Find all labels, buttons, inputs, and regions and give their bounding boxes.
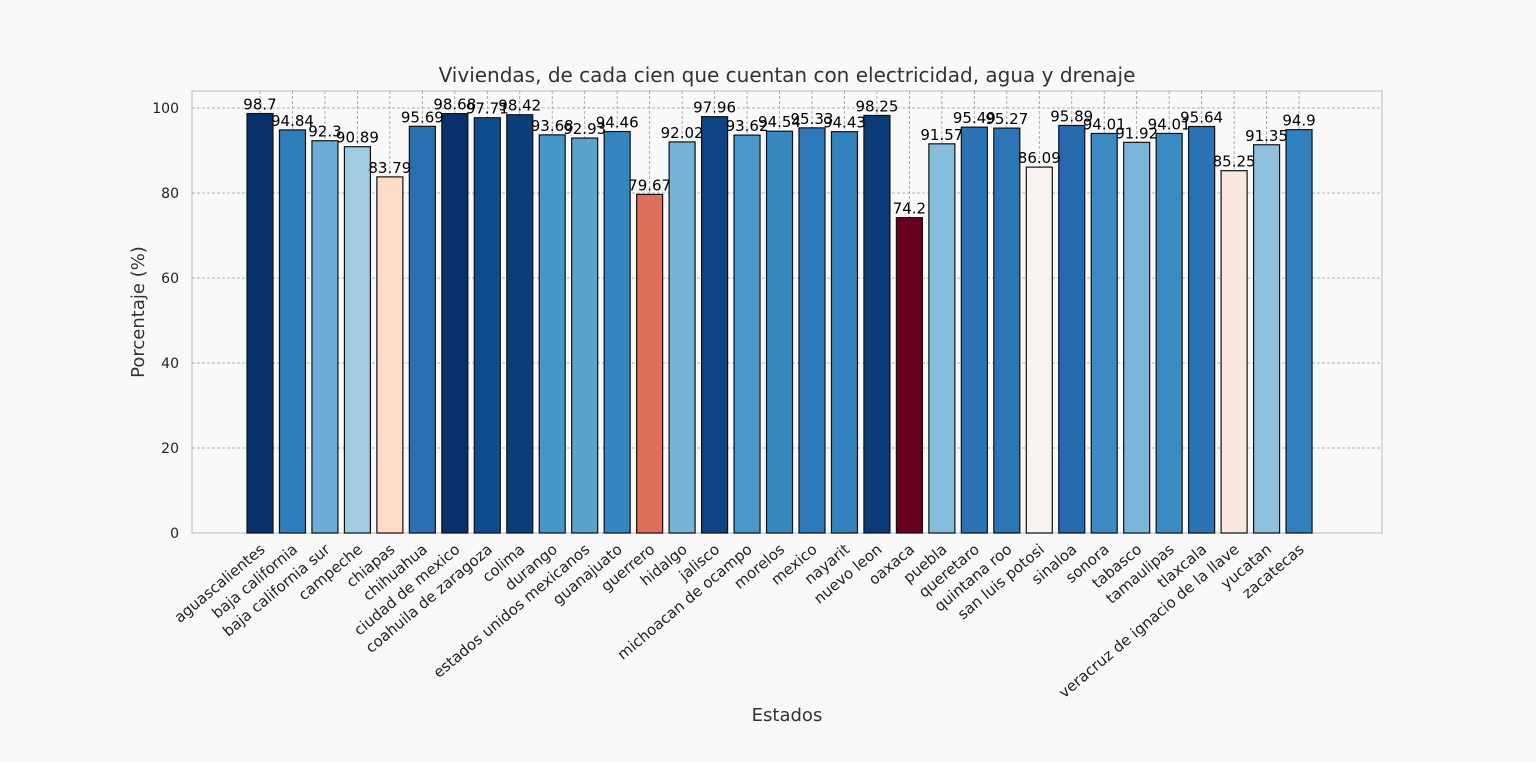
bar-chiapas <box>376 176 404 534</box>
value-label: 94.54 <box>758 113 801 131</box>
value-label: 74.2 <box>893 200 926 218</box>
bar-puebla <box>928 143 956 534</box>
value-label: 95.89 <box>1050 107 1093 125</box>
bar-durango <box>538 134 566 534</box>
bar-baja-california-sur <box>311 140 339 534</box>
y-axis-ticks: 0 20 40 60 80 100 <box>152 101 179 542</box>
value-label: 91.92 <box>1115 124 1158 142</box>
bar-tlaxcala <box>1188 125 1216 534</box>
bar-colima <box>506 114 534 534</box>
value-label: 94.84 <box>271 112 314 130</box>
y-tick-label: 40 <box>161 356 179 372</box>
value-label: 86.09 <box>1018 149 1061 167</box>
value-label: 83.79 <box>368 159 411 177</box>
value-label: 93.68 <box>531 117 574 135</box>
y-tick-label: 80 <box>161 186 179 202</box>
value-label: 97.96 <box>693 99 736 117</box>
bar-estados-unidos-mexicanos <box>571 137 599 534</box>
bar-nuevo-leon <box>863 114 891 534</box>
bar-nayarit <box>830 131 859 534</box>
value-label: 92.93 <box>563 120 606 138</box>
chart-title: Viviendas, de cada cien que cuentan con … <box>439 63 1136 87</box>
value-label: 95.27 <box>985 110 1028 128</box>
value-label: 95.64 <box>1180 109 1223 127</box>
bar-zacatecas <box>1285 129 1313 534</box>
bar-aguascalientes <box>246 112 274 534</box>
x-axis-label: Estados <box>752 705 823 726</box>
bar-guanajuato <box>603 130 631 534</box>
value-label: 94.43 <box>823 114 866 132</box>
bar-san-luis-potosi <box>1025 166 1053 534</box>
bar-coahuila-de-zaragoza <box>473 117 501 534</box>
bar-hidalgo <box>668 141 696 534</box>
bar-campeche <box>343 146 372 534</box>
bar-yucatan <box>1252 144 1281 534</box>
value-label: 79.67 <box>628 176 671 194</box>
value-label: 92.02 <box>661 124 704 142</box>
value-label: 93.62 <box>726 117 769 135</box>
value-label: 85.25 <box>1213 153 1256 171</box>
value-label: 95.33 <box>791 110 834 128</box>
bar-quintana-roo <box>993 127 1021 534</box>
bars <box>246 112 1313 534</box>
value-label: 98.7 <box>243 96 276 114</box>
value-label: 97.71 <box>466 100 509 118</box>
value-label: 98.68 <box>433 96 476 114</box>
bar-mexico <box>798 127 826 534</box>
y-tick-label: 0 <box>170 526 179 542</box>
bar-morelos <box>765 130 794 534</box>
y-axis-label: Porcentaje (%) <box>128 246 149 378</box>
value-label: 95.49 <box>953 109 996 127</box>
bar-sinaloa <box>1058 124 1086 534</box>
value-label: 92.3 <box>308 123 341 141</box>
value-label: 98.42 <box>498 97 541 115</box>
value-label: 94.9 <box>1282 112 1315 130</box>
value-label: 94.46 <box>596 114 639 132</box>
bar-ciudad-de-mexico <box>441 113 469 534</box>
value-label: 91.35 <box>1245 127 1288 145</box>
value-label: 98.25 <box>855 97 898 115</box>
bar-veracruz-de-ignacio-de-la-llave <box>1220 170 1248 534</box>
value-label: 94.01 <box>1083 115 1126 133</box>
bar-guerrero <box>636 193 664 534</box>
value-labels: 98.794.8492.390.8983.7995.6998.6897.7198… <box>243 96 1315 218</box>
value-label: 90.89 <box>336 129 379 147</box>
bar-tabasco <box>1123 141 1151 534</box>
value-label: 94.01 <box>1148 115 1191 133</box>
bar-sonora <box>1090 132 1118 534</box>
bar-michoacan-de-ocampo <box>733 134 761 534</box>
bar-tamaulipas <box>1155 132 1183 534</box>
bar-jalisco <box>700 116 729 534</box>
y-tick-label: 20 <box>161 441 179 457</box>
y-tick-label: 60 <box>161 271 179 287</box>
value-label: 91.57 <box>920 126 963 144</box>
bar-oaxaca <box>895 217 924 534</box>
bar-baja-california <box>278 129 307 534</box>
value-label: 95.69 <box>401 108 444 126</box>
bar-queretaro <box>960 126 988 534</box>
bar-chihuahua <box>408 125 436 534</box>
y-tick-label: 100 <box>152 101 179 117</box>
